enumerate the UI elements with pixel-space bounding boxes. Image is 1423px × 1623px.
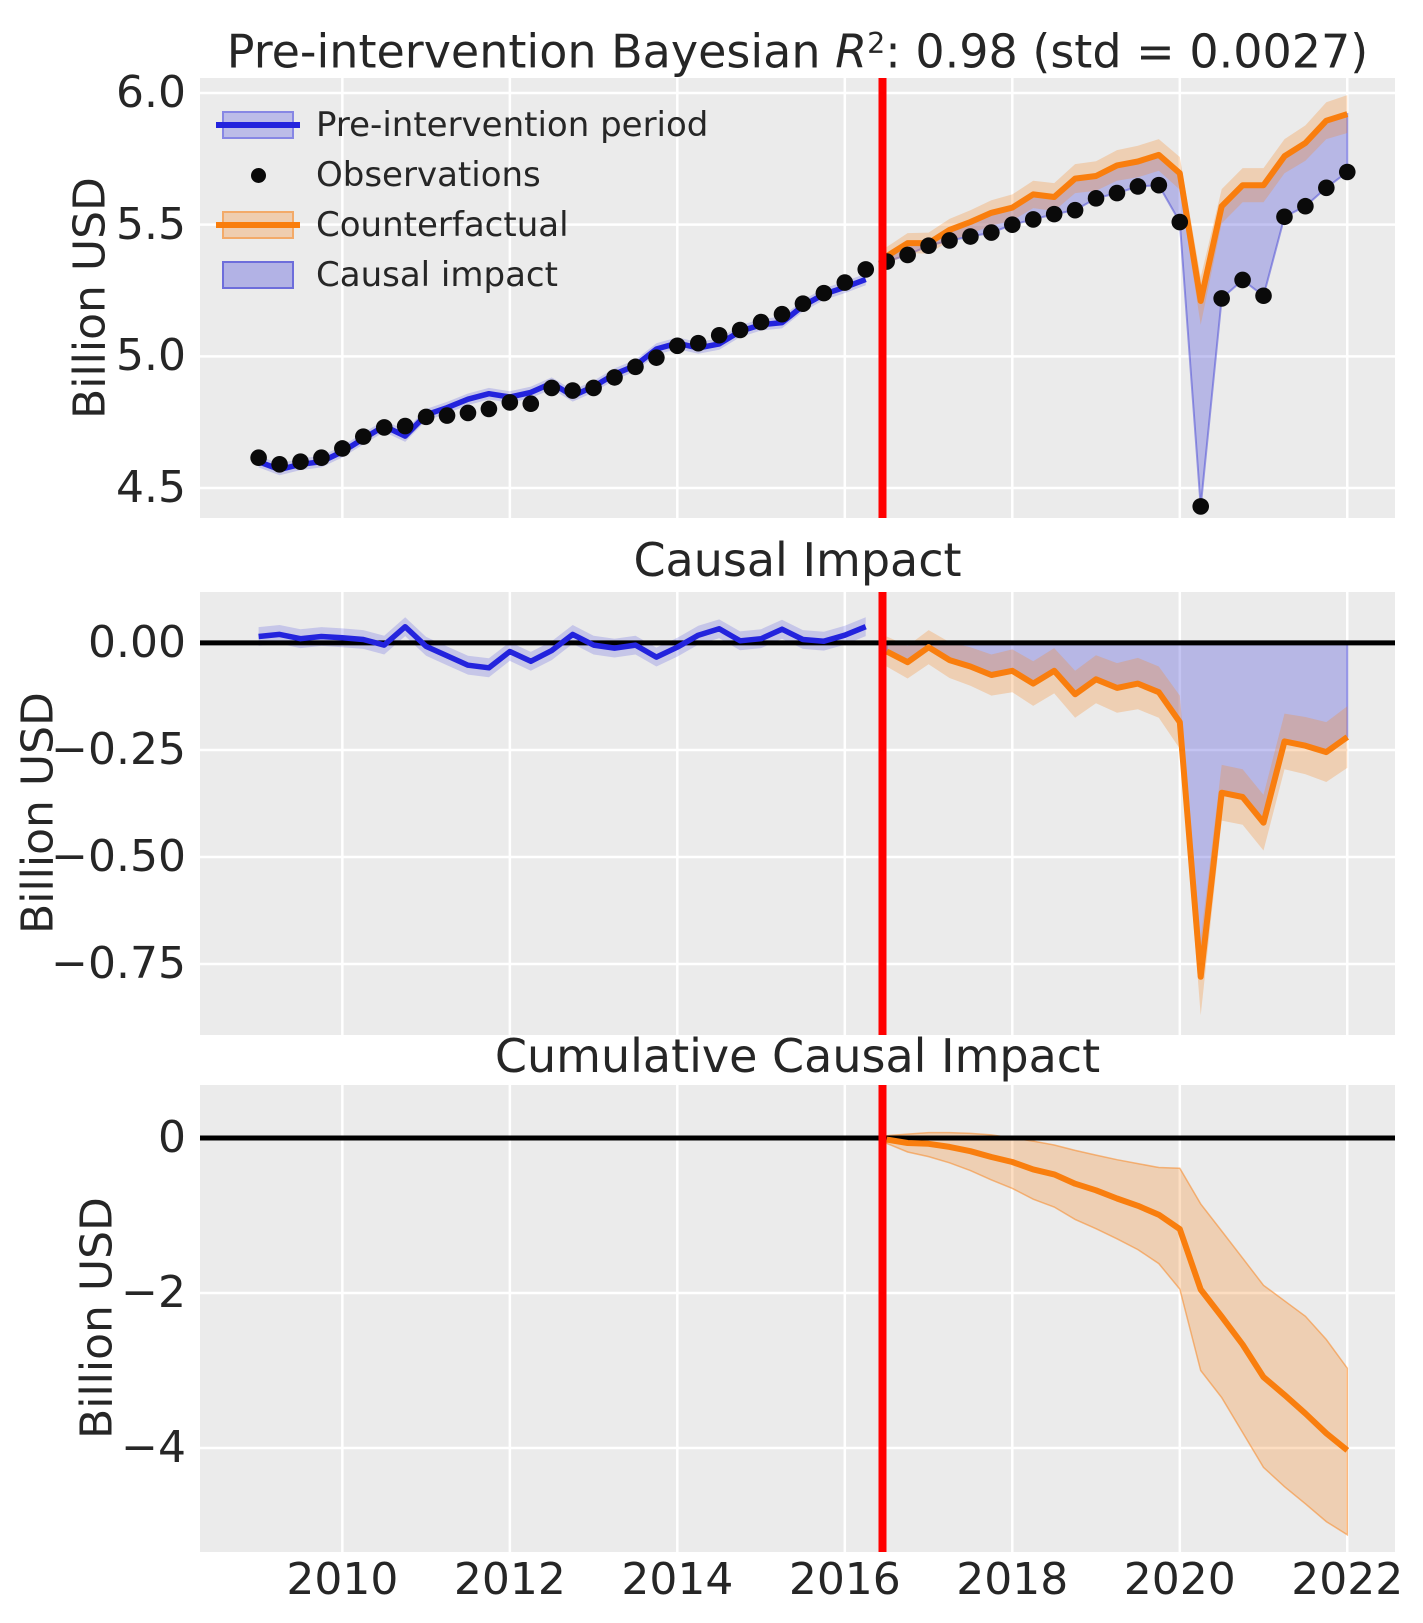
cumulative-band <box>885 1131 1349 1537</box>
observation-point <box>1213 290 1230 307</box>
observation-point <box>334 440 351 457</box>
top-ytick-label: 4.5 <box>116 461 186 513</box>
observation-point <box>773 305 791 323</box>
middle-panel <box>200 592 1395 1035</box>
observation-point <box>1066 201 1084 219</box>
observation-point <box>1129 178 1147 195</box>
observation-point <box>459 404 477 422</box>
observation-point <box>313 449 330 467</box>
observation-point <box>1087 190 1105 207</box>
observation-point <box>689 334 707 352</box>
x-tick-label: 2022 <box>1291 1554 1404 1605</box>
post-impact-line <box>885 644 1350 980</box>
top-panel-title: Pre-intervention Bayesian R2: 0.98 (std … <box>226 24 1369 79</box>
top-ytick-label: 5.0 <box>116 330 186 382</box>
observation-point <box>1003 216 1021 233</box>
legend-item-observations: Observations <box>222 150 708 200</box>
x-tick-label: 2010 <box>286 1554 399 1605</box>
observation-point <box>250 449 267 467</box>
bottom-ytick-label: −2 <box>121 1267 186 1318</box>
x-tick-label: 2018 <box>956 1554 1069 1605</box>
observation-point <box>417 408 435 426</box>
observation-point <box>1108 184 1126 202</box>
observation-point <box>1338 163 1356 181</box>
observation-point <box>731 321 749 339</box>
observation-point <box>1297 197 1314 215</box>
r-squared-symbol: R <box>835 24 868 79</box>
causal-impact-swatch-icon <box>222 261 294 289</box>
observation-point <box>1234 271 1251 289</box>
observation-point <box>983 224 1000 241</box>
observation-point <box>920 237 937 255</box>
bottom-y-axis-label: Billion USD <box>71 1197 123 1439</box>
legend: Pre-intervention period Observations Cou… <box>216 100 708 300</box>
counterfactual-band <box>886 95 1348 325</box>
pre-intervention-swatch-icon <box>216 111 300 139</box>
bottom-panel <box>200 1085 1395 1552</box>
counterfactual-swatch-icon <box>216 211 300 239</box>
middle-ytick-label: 0.00 <box>88 616 186 668</box>
middle-panel-title: Causal Impact <box>633 533 962 587</box>
observation-point <box>710 326 728 344</box>
observation-point <box>1255 287 1272 305</box>
observation-point <box>522 395 540 413</box>
bottom-ytick-label: −4 <box>121 1421 186 1473</box>
observation-point <box>1171 213 1189 231</box>
middle-ytick-label: −0.50 <box>51 830 186 882</box>
legend-item-causal-impact: Causal impact <box>222 250 708 300</box>
top-ytick-label: 6.0 <box>116 67 186 118</box>
observation-point <box>627 358 644 376</box>
observation-point <box>815 284 833 302</box>
top-panel <box>200 78 1395 518</box>
observation-point <box>648 349 665 366</box>
observation-point <box>752 313 770 331</box>
observation-point <box>962 228 979 245</box>
x-tick-label: 2014 <box>621 1554 734 1605</box>
observation-point <box>836 274 854 291</box>
observation-point <box>480 400 498 418</box>
legend-item-pre-intervention: Pre-intervention period <box>216 100 708 150</box>
observation-point <box>354 428 372 445</box>
observation-point <box>438 407 456 424</box>
observation-point <box>941 232 958 249</box>
observation-point <box>292 453 309 470</box>
panel-background <box>200 592 1395 1035</box>
observation-point <box>794 295 812 312</box>
cumulative-impact-line <box>886 1136 1350 1453</box>
middle-ytick-label: −0.25 <box>51 723 186 775</box>
observation-point <box>1150 176 1168 194</box>
counterfactual-line <box>885 111 1349 304</box>
pre-impact-line <box>258 623 867 671</box>
observation-point <box>1045 205 1063 223</box>
observation-point <box>501 394 519 411</box>
observation-point <box>396 417 414 435</box>
observation-point <box>1024 211 1042 228</box>
observation-point <box>1318 179 1335 197</box>
x-tick-label: 2016 <box>788 1554 901 1605</box>
observations-dot-icon <box>222 161 294 189</box>
observation-point <box>899 246 916 264</box>
observation-point <box>1192 498 1210 515</box>
x-tick-label: 2012 <box>453 1554 566 1605</box>
bottom-panel-title: Cumulative Causal Impact <box>494 1029 1101 1083</box>
observation-point <box>606 369 623 386</box>
observation-point <box>564 382 581 399</box>
middle-ytick-label: −0.75 <box>51 937 186 989</box>
observation-point <box>1276 208 1293 226</box>
top-ytick-label: 5.5 <box>116 198 186 250</box>
observation-point <box>375 419 393 436</box>
observation-point <box>271 455 288 473</box>
x-tick-label: 2020 <box>1123 1554 1236 1605</box>
post-impact-band <box>886 630 1348 1016</box>
bottom-ytick-label: 0 <box>158 1112 186 1163</box>
observation-point <box>857 261 875 278</box>
observation-point <box>543 379 561 397</box>
observation-point <box>669 337 686 355</box>
panel-background <box>200 1085 1395 1552</box>
observation-point <box>585 379 602 397</box>
legend-item-counterfactual: Counterfactual <box>216 200 708 250</box>
